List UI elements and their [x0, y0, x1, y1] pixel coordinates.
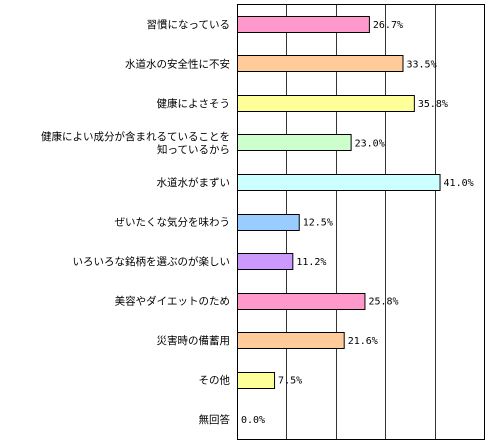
value-label: 41.0% [444, 178, 474, 189]
bars [237, 16, 441, 389]
bar [237, 55, 404, 72]
bar [237, 332, 345, 349]
category-label: 美容やダイエットのため [115, 295, 230, 308]
category-label: 無回答 [199, 413, 231, 426]
category-label: 水道水がまずい [157, 176, 231, 189]
category-label: 水道水の安全性に不安 [125, 57, 230, 70]
value-label: 26.7% [373, 20, 403, 31]
value-label: 35.8% [418, 99, 448, 110]
value-label: 33.5% [406, 59, 436, 70]
category-label: 健康によさそう [157, 97, 231, 110]
category-label: 知っているから [157, 143, 230, 156]
bar [237, 214, 300, 231]
value-label: 21.6% [348, 336, 378, 347]
category-label: 災害時の備蓄用 [157, 334, 231, 347]
value-label: 12.5% [303, 218, 333, 229]
bar [237, 253, 294, 270]
value-label: 25.8% [368, 297, 398, 308]
value-label: 23.0% [355, 138, 385, 149]
bar [237, 372, 276, 389]
category-label: その他 [199, 374, 231, 387]
bar [237, 95, 415, 112]
bar [237, 134, 352, 151]
value-label: 11.2% [296, 257, 326, 268]
bar [237, 16, 370, 33]
bar [237, 293, 366, 310]
bar [237, 174, 441, 191]
category-label: いろいろな銘柄を選ぶのが楽しい [73, 255, 231, 268]
value-label: 7.5% [278, 376, 302, 387]
value-label: 0.0% [241, 415, 265, 426]
category-label: 習慣になっている [147, 19, 230, 31]
category-label: ぜいたくな気分を味わう [115, 216, 231, 229]
category-labels: 習慣になっている水道水の安全性に不安健康によさそう健康によい成分が含まれるている… [41, 19, 230, 426]
category-label: 健康によい成分が含まれるていることを [41, 130, 230, 143]
value-labels: 26.7% 33.5% 35.8% 23.0% 41.0% 12.5% 11.2% 25.8%… [241, 20, 474, 426]
